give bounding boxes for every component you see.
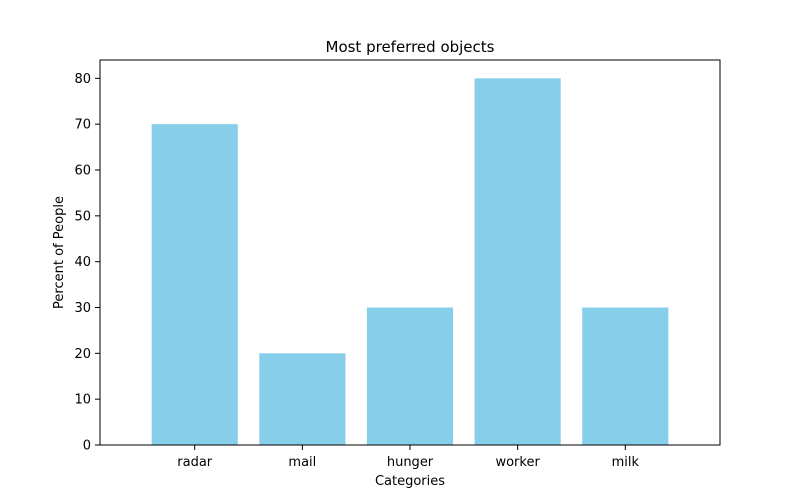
bars-layer bbox=[151, 78, 669, 446]
y-tick-label: 20 bbox=[74, 347, 91, 362]
y-tick-label: 40 bbox=[74, 255, 91, 270]
y-axis: 0 10 20 30 40 50 60 70 80 bbox=[74, 72, 100, 454]
x-tick-label: hunger bbox=[387, 455, 434, 470]
bar-hunger bbox=[366, 307, 454, 445]
x-tick-label: milk bbox=[612, 455, 640, 470]
bar-mail bbox=[259, 353, 346, 445]
x-tick-label: worker bbox=[495, 455, 540, 470]
bar-worker bbox=[474, 78, 561, 445]
y-tick-label: 70 bbox=[74, 118, 91, 133]
y-tick-label: 50 bbox=[74, 209, 91, 224]
y-tick-label: 10 bbox=[74, 393, 91, 408]
x-tick-label: mail bbox=[288, 455, 316, 470]
y-axis-label: Percent of People bbox=[52, 196, 67, 309]
x-axis-label: Categories bbox=[375, 474, 445, 489]
chart-title: Most preferred objects bbox=[326, 38, 495, 56]
x-tick-label: radar bbox=[177, 455, 213, 470]
bar-milk bbox=[582, 307, 669, 445]
x-axis: radar mail hunger worker milk bbox=[177, 445, 639, 470]
y-tick-label: 60 bbox=[74, 164, 91, 179]
bar-radar bbox=[151, 124, 238, 446]
y-tick-label: 30 bbox=[74, 301, 91, 316]
y-tick-label: 0 bbox=[83, 439, 91, 454]
y-tick-label: 80 bbox=[74, 72, 91, 87]
